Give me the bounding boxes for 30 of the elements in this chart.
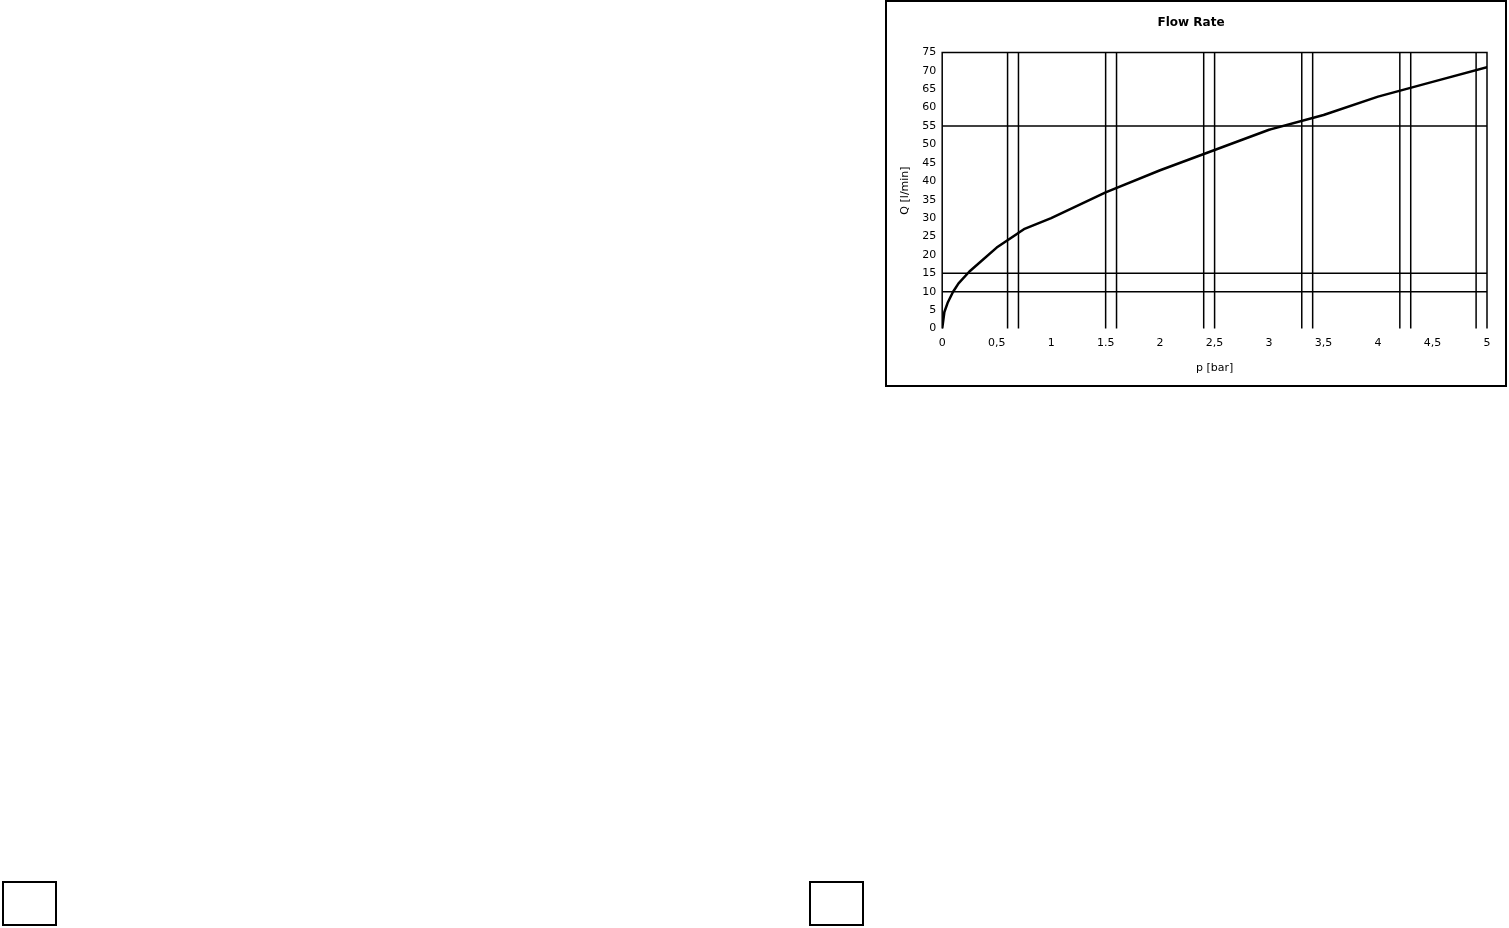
y-tick-label: 20 xyxy=(922,247,937,261)
x-tick-label: 5 xyxy=(1483,336,1491,350)
y-tick-label: 55 xyxy=(922,118,937,132)
y-tick-label: 50 xyxy=(922,137,937,151)
y-tick-label: 15 xyxy=(922,266,937,280)
x-tick-label: 3,5 xyxy=(1314,336,1333,350)
y-axis-title: Q [l/min] xyxy=(898,166,912,215)
y-tick-label: 25 xyxy=(922,229,937,243)
y-tick-label: 60 xyxy=(922,100,937,114)
x-tick-label: 4,5 xyxy=(1423,336,1442,350)
x-tick-label: 1.5 xyxy=(1096,336,1115,350)
y-tick-label: 30 xyxy=(922,210,937,224)
y-tick-label: 65 xyxy=(922,82,937,96)
y-tick-label: 5 xyxy=(929,303,937,317)
x-tick-label: 3 xyxy=(1265,336,1273,350)
y-tick-label: 0 xyxy=(929,321,937,335)
x-tick-label: 0,5 xyxy=(987,336,1006,350)
y-tick-label: 45 xyxy=(922,155,937,169)
x-axis-title: p [bar] xyxy=(1195,361,1234,375)
chart-title: Flow Rate xyxy=(1157,15,1225,30)
x-tick-label: 0 xyxy=(938,336,946,350)
y-tick-label: 10 xyxy=(922,284,937,298)
x-tick-label: 1 xyxy=(1047,336,1055,350)
y-tick-label: 40 xyxy=(922,174,937,188)
x-tick-label: 2,5 xyxy=(1205,336,1224,350)
x-tick-label: 4 xyxy=(1374,336,1382,350)
y-tick-label: 35 xyxy=(922,192,937,206)
x-tick-label: 2 xyxy=(1156,336,1164,350)
y-tick-label: 75 xyxy=(922,45,937,59)
y-tick-label: 70 xyxy=(922,63,937,77)
